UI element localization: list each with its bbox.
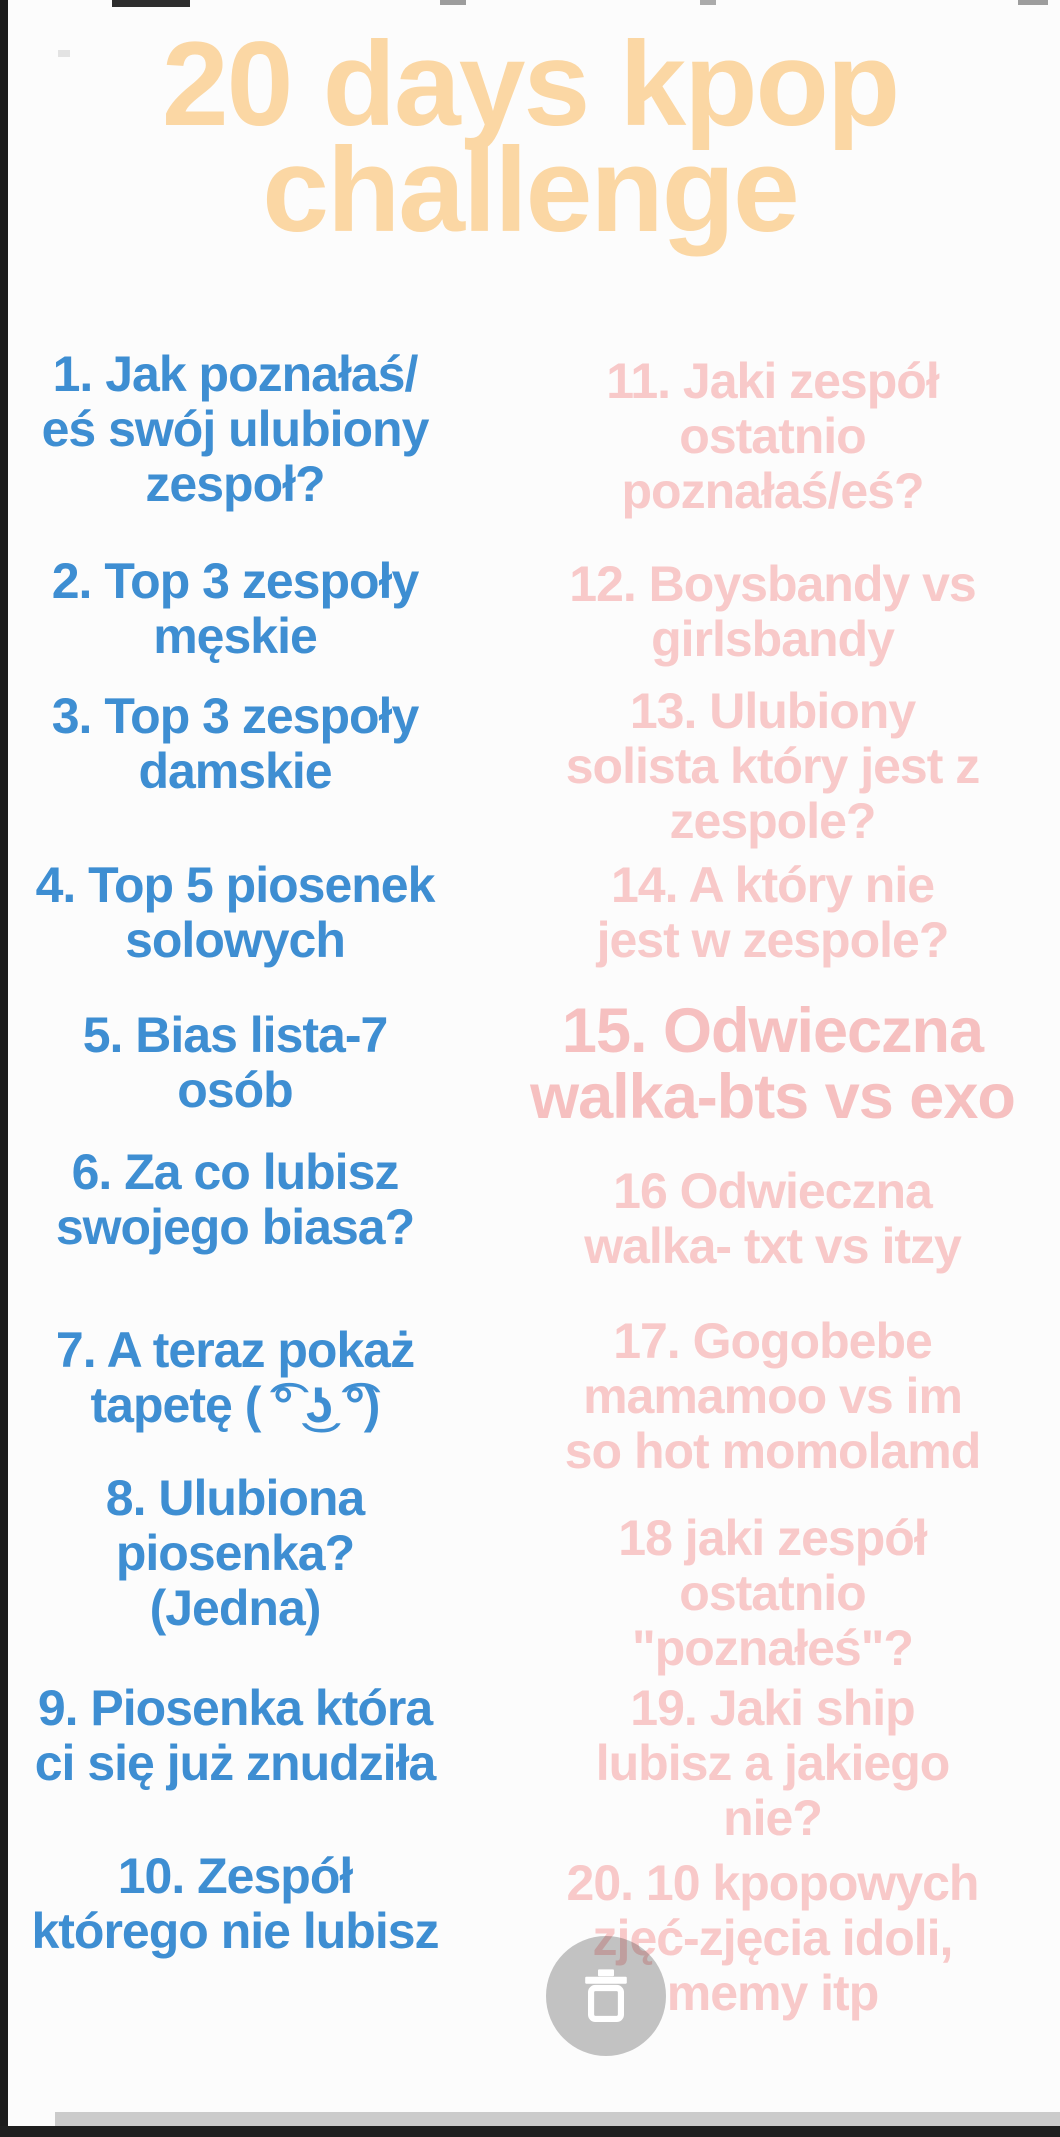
question-item-20: 20. 10 kpopowych zjęć-zjęcia idoli, memy… [566, 1855, 980, 2021]
question-item-13: 13. Ulubiony solista który jest z zespol… [565, 683, 981, 849]
question-item-5: 5. Bias lista-7 osób [82, 1007, 389, 1118]
question-item-15: 15. Odwieczna walka-bts vs exo [530, 996, 1016, 1133]
question-item-17: 17. Gogobebe mamamoo vs im so hot momola… [564, 1313, 982, 1479]
screenshot-bottom-edge [0, 2126, 1060, 2137]
question-item-2: 2. Top 3 zespoły męskie [51, 553, 420, 664]
question-item-11: 11. Jaki zespół ostatnio poznałaś/eś? [606, 353, 939, 519]
bottom-gray-band [55, 2112, 1060, 2127]
question-item-18: 18 jaki zespół ostatnio "poznałeś"? [618, 1510, 927, 1676]
screenshot-left-edge [0, 0, 8, 2137]
question-item-9: 9. Piosenka która ci się już znudziła [34, 1680, 437, 1791]
page-title: 20 days kpop challenge [161, 17, 900, 257]
trash-icon [574, 1964, 638, 2028]
question-item-12: 12. Boysbandy vs girlsbandy [569, 556, 976, 667]
question-item-1: 1. Jak poznałaś/ eś swój ulubiony zespoł… [41, 346, 430, 512]
delete-button[interactable] [546, 1936, 666, 2056]
question-item-7: 7. A teraz pokaż tapetę ( ͡° ͜ʖ ͡°) [55, 1322, 415, 1433]
question-item-14: 14. A który nie jest w zespole? [596, 857, 950, 968]
question-item-6: 6. Za co lubisz swojego biasa? [55, 1144, 415, 1255]
question-item-3: 3. Top 3 zespoły damskie [51, 688, 420, 799]
question-item-8: 8. Ulubiona piosenka? (Jedna) [105, 1470, 365, 1636]
top-edge-artifact [112, 0, 190, 7]
question-item-19: 19. Jaki ship lubisz a jakiego nie? [595, 1680, 951, 1846]
top-edge-artifact [1018, 0, 1048, 5]
question-item-16: 16 Odwieczna walka- txt vs itzy [584, 1163, 962, 1274]
question-item-4: 4. Top 5 piosenek solowych [35, 857, 436, 968]
smudge-artifact [58, 50, 70, 57]
question-item-10: 10. Zespół którego nie lubisz [31, 1848, 439, 1959]
top-edge-artifact [440, 0, 466, 5]
top-edge-artifact [700, 0, 716, 5]
